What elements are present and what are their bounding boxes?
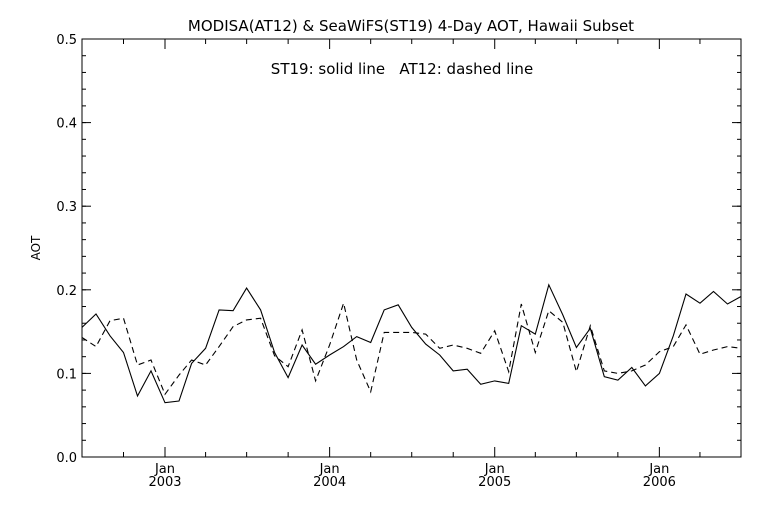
x-tick-month-label: Jan bbox=[154, 462, 175, 477]
x-tick-year-label: 2004 bbox=[313, 475, 346, 490]
series-line-st19 bbox=[82, 283, 741, 404]
x-tick-month-label: Jan bbox=[484, 462, 505, 477]
y-tick-label: 0.3 bbox=[56, 200, 77, 215]
series-line-at12 bbox=[82, 301, 741, 396]
y-tick-label: 0.1 bbox=[56, 367, 77, 382]
legend-annotation: ST19: solid line AT12: dashed line bbox=[271, 60, 533, 78]
x-tick-year-label: 2005 bbox=[478, 475, 511, 490]
x-tick-month-label: Jan bbox=[648, 462, 669, 477]
y-tick-label: 0.0 bbox=[56, 451, 77, 466]
y-axis-label: AOT bbox=[29, 235, 43, 260]
x-tick-year-label: 2006 bbox=[643, 475, 676, 490]
x-tick-month-label: Jan bbox=[319, 462, 340, 477]
x-tick-year-label: 2003 bbox=[148, 475, 181, 490]
chart-title: MODISA(AT12) & SeaWiFS(ST19) 4-Day AOT, … bbox=[188, 17, 634, 35]
y-tick-label: 0.5 bbox=[56, 33, 77, 48]
y-tick-label: 0.2 bbox=[56, 284, 77, 299]
y-tick-label: 0.4 bbox=[56, 117, 77, 132]
